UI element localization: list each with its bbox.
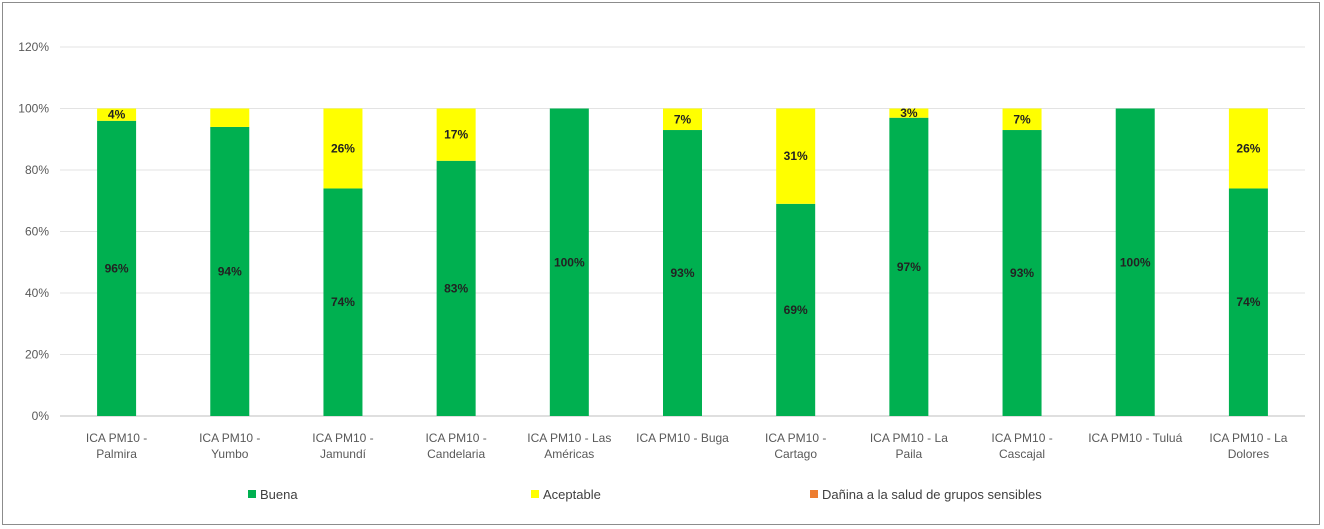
data-label: 4% <box>108 108 126 122</box>
bar-aceptable <box>436 108 476 161</box>
x-category-label: ICA PM10 - Tuluá <box>1088 431 1182 445</box>
y-tick-label: 60% <box>25 225 49 239</box>
data-label: 26% <box>1236 141 1260 155</box>
bar-buena <box>776 203 816 416</box>
y-tick-label: 100% <box>18 102 49 116</box>
x-category-label: Américas <box>544 447 594 461</box>
bar-aceptable <box>663 108 702 131</box>
x-category-label: Jamundí <box>320 447 367 461</box>
x-category-label: Candelaria <box>427 447 485 461</box>
data-label: 74% <box>331 295 355 309</box>
x-category-label: ICA PM10 - <box>991 431 1052 445</box>
y-tick-label: 80% <box>25 163 49 177</box>
data-label: 83% <box>444 281 468 295</box>
data-label: 96% <box>105 261 129 275</box>
data-label: 7% <box>674 112 692 126</box>
bar-buena <box>889 117 929 416</box>
bar-aceptable <box>1002 108 1042 131</box>
bar-buena <box>549 108 589 416</box>
data-label: 69% <box>784 303 808 317</box>
bar-aceptable <box>889 108 929 118</box>
bar-buena <box>210 126 250 416</box>
data-label: 3% <box>900 106 918 120</box>
x-category-label: ICA PM10 - <box>765 431 826 445</box>
bar-buena <box>1228 188 1268 416</box>
x-category-label: ICA PM10 - <box>312 431 373 445</box>
data-label: 100% <box>1120 255 1151 269</box>
data-label: 93% <box>1010 266 1034 280</box>
data-label: 26% <box>331 141 355 155</box>
y-tick-label: 120% <box>18 40 49 54</box>
y-tick-label: 40% <box>25 286 49 300</box>
bar-buena <box>323 188 363 416</box>
y-tick-label: 20% <box>25 348 49 362</box>
bar-buena <box>436 160 476 416</box>
data-label: 7% <box>1013 112 1031 126</box>
bar-aceptable <box>1228 108 1268 189</box>
bar-buena <box>663 130 702 416</box>
legend-swatch <box>531 490 539 498</box>
x-category-label: Palmira <box>96 447 137 461</box>
y-tick-label: 0% <box>32 409 50 423</box>
x-category-label: Cascajal <box>999 447 1045 461</box>
bar-buena <box>1002 130 1042 416</box>
data-label: 94% <box>218 264 242 278</box>
bar-aceptable <box>323 108 363 189</box>
bar-buena <box>97 120 137 417</box>
data-label: 100% <box>554 255 585 269</box>
x-category-label: Paila <box>896 447 923 461</box>
data-label: 93% <box>670 266 694 280</box>
legend-swatch <box>810 490 818 498</box>
x-category-label: ICA PM10 - <box>425 431 486 445</box>
legend-label: Aceptable <box>543 487 601 502</box>
data-label: 17% <box>444 128 468 142</box>
x-category-label: ICA PM10 - <box>199 431 260 445</box>
x-category-label: Yumbo <box>211 447 249 461</box>
bar-aceptable <box>776 108 816 204</box>
x-category-label: ICA PM10 - La <box>870 431 948 445</box>
x-category-label: Cartago <box>774 447 817 461</box>
x-category-label: ICA PM10 - Buga <box>636 431 729 445</box>
x-category-label: ICA PM10 - La <box>1209 431 1287 445</box>
x-category-label: ICA PM10 - <box>86 431 147 445</box>
bar-buena <box>1115 108 1155 416</box>
data-label: 31% <box>784 149 808 163</box>
legend-label: Buena <box>260 487 298 502</box>
x-category-label: Dolores <box>1228 447 1269 461</box>
data-label: 97% <box>897 260 921 274</box>
legend-swatch <box>248 490 256 498</box>
data-label: 74% <box>1236 295 1260 309</box>
bar-aceptable <box>97 108 137 121</box>
bar-aceptable <box>210 108 250 127</box>
x-category-label: ICA PM10 - Las <box>527 431 611 445</box>
legend-label: Dañina a la salud de grupos sensibles <box>822 487 1042 502</box>
